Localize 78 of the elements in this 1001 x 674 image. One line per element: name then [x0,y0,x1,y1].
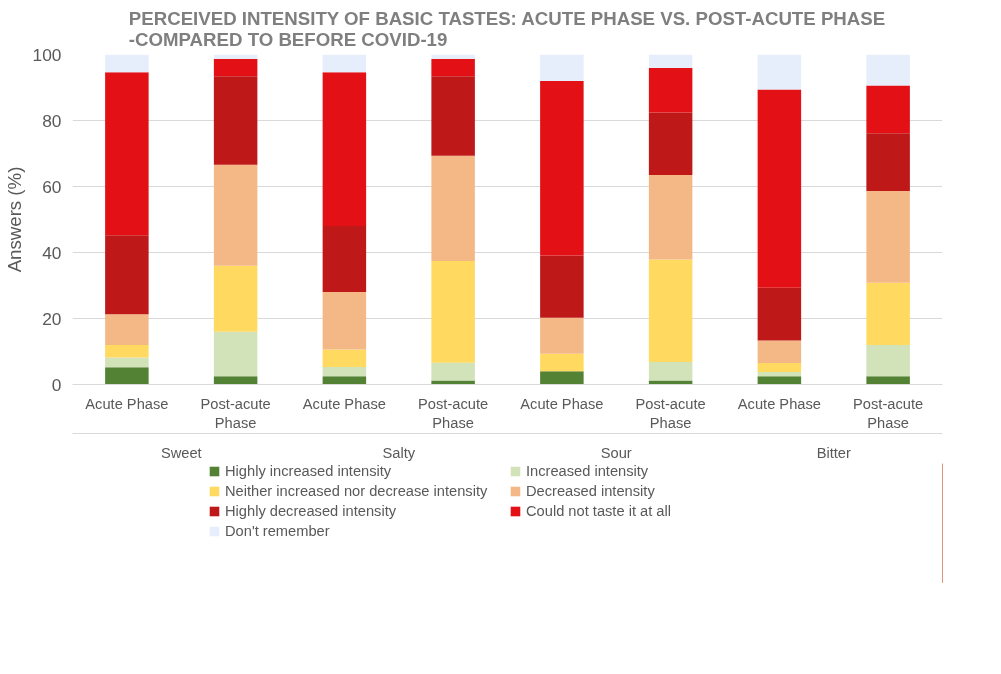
bar [105,344,149,358]
bar [213,164,258,266]
y-tick-label: 20 [42,308,62,329]
bar [648,112,693,175]
x-tick-label: Acute Phase [520,395,604,412]
bar [105,367,149,385]
x-tick-label: Post-acute Phase [853,395,924,431]
legend-label: Increased intensity [526,463,650,479]
x-tick-label: Post-acute Phase [200,395,271,431]
text: Sour [600,444,632,461]
bar [322,226,367,293]
legend-label: Highly increased intensity [225,463,393,479]
bar [322,54,367,73]
y-tick-label: 40 [42,242,62,263]
text: Sweet [160,444,202,461]
bar [866,344,910,377]
bar [757,371,802,377]
legend-label: Could not taste it at all [526,503,673,519]
bar [431,362,475,381]
legend-label: Neither increased nor decrease intensity [225,483,489,499]
y-tick-label: 100 [32,44,62,65]
bar [648,362,693,381]
bar [540,80,584,256]
bar [213,331,258,377]
bar [322,292,367,350]
bar [105,54,149,73]
y-tick-label: 60 [42,176,62,197]
bar [213,76,258,165]
legend-label: Don't remember [225,523,331,539]
bar [213,376,258,385]
bar [213,265,258,332]
bar [322,376,367,385]
x-tick-label: Acute Phase [737,395,821,412]
bar [540,353,584,372]
legend-label: Decreased intensity [526,483,656,499]
bar [648,68,693,113]
bar [322,349,367,368]
x-tick-label: Post-acute Phase [418,395,489,431]
bar [757,340,802,364]
bar [757,54,802,90]
bar [540,255,584,318]
bar [757,287,802,341]
bar [213,59,258,77]
bar [648,259,693,363]
bar [105,235,149,315]
bar [866,191,910,283]
bar [431,76,475,156]
bar [866,376,910,385]
bar [648,174,693,260]
bar [431,59,475,77]
text: Bitter [816,444,851,461]
bar [322,72,367,227]
bar [431,261,475,363]
bar [540,317,584,354]
x-tick-label: Post-acute Phase [635,395,706,431]
bar [540,54,584,81]
bar [105,357,149,368]
bar [757,89,802,288]
bar [866,85,910,134]
y-tick-label: 80 [42,110,62,131]
bar [866,54,910,86]
chart-title: PERCEIVED INTENSITY OF BASIC TASTES: ACUTE PHASE VS. POST-ACUTE PHASE -COMPARED TO BEFORE COVID-19 [128,7,886,50]
bar [648,54,693,69]
x-tick-label: Acute Phase [85,395,169,412]
bar [866,133,910,192]
bar [322,367,367,377]
bar [431,155,475,262]
x-tick-label: Acute Phase [302,395,386,412]
bar [105,314,149,345]
y-axis-title: Answers (%) [3,166,25,273]
text: Salty [382,444,416,461]
bar [540,371,584,385]
y-tick-label: 0 [51,374,62,395]
bar [866,282,910,345]
legend-label: Highly decreased intensity [225,503,398,519]
bar [105,72,149,236]
bar [757,376,802,385]
bar [757,363,802,372]
